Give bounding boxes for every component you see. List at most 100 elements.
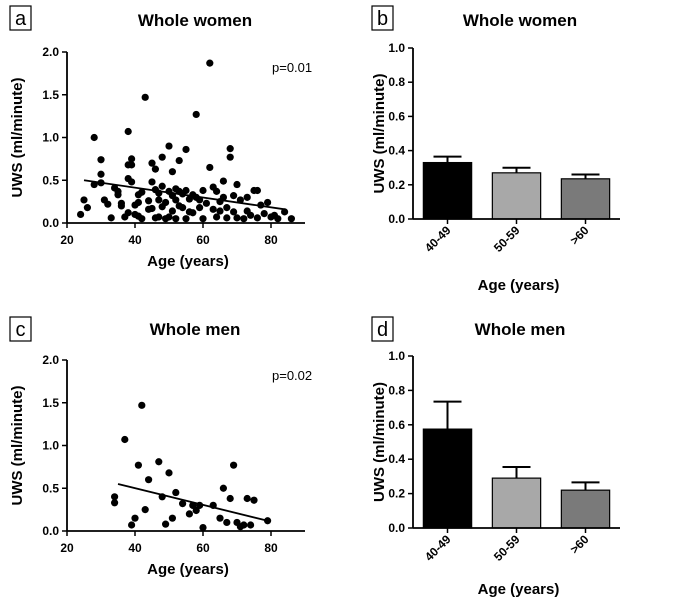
panel-label-box: [371, 5, 394, 31]
data-point: [83, 204, 91, 212]
data-point: [175, 156, 183, 165]
y-tick-label: 2.0: [42, 353, 59, 367]
data-point: [155, 458, 163, 466]
y-tick-label: 1.0: [42, 439, 59, 453]
y-axis-label: UWS (ml/minute): [9, 78, 26, 198]
panel-label-box: [371, 316, 394, 342]
data-point: [148, 178, 156, 186]
data-point: [226, 145, 234, 153]
data-point: [226, 494, 234, 503]
data-point: [230, 192, 238, 200]
data-point: [179, 204, 187, 212]
trend-line: [117, 483, 268, 522]
data-point: [216, 207, 224, 215]
bar-50-59: [491, 477, 542, 529]
y-tick-label: 0.5: [42, 173, 59, 187]
data-point: [155, 196, 163, 204]
data-point: [90, 133, 98, 142]
data-point: [165, 142, 173, 150]
data-point: [107, 214, 115, 222]
data-point: [172, 488, 180, 497]
x-tick-label: 80: [264, 233, 278, 247]
data-point: [250, 496, 258, 504]
data-point: [145, 476, 153, 484]
data-point: [219, 193, 227, 201]
data-point: [155, 213, 163, 221]
bar-50-59: [491, 172, 542, 220]
data-point: [185, 510, 193, 518]
data-point: [213, 213, 221, 221]
x-tick-label: 20: [60, 233, 74, 247]
y-tick-label: 0.6: [388, 418, 405, 432]
data-point: [141, 93, 149, 101]
y-tick-label: 0.5: [42, 481, 59, 495]
y-tick-label: 0.8: [388, 383, 405, 397]
data-point: [131, 514, 139, 522]
data-point: [287, 215, 295, 223]
data-point: [158, 182, 166, 190]
data-point: [158, 153, 166, 161]
data-point: [196, 204, 204, 212]
y-tick-label: 1.0: [42, 131, 59, 145]
x-tick-label: 40-49: [422, 532, 454, 564]
y-tick-label: 0.4: [388, 452, 405, 466]
y-tick-label: 0.4: [388, 144, 405, 158]
data-point: [162, 520, 170, 528]
y-tick-label: 1.0: [388, 41, 405, 55]
data-point: [281, 208, 289, 216]
data-point: [111, 493, 119, 501]
y-tick-label: 0.8: [388, 75, 405, 89]
p-value-annotation: p=0.01: [272, 60, 312, 75]
chart-title: Whole men: [150, 320, 241, 339]
bar-40-49: [422, 428, 473, 529]
data-point: [182, 145, 190, 154]
panel-label-box: [9, 5, 32, 31]
bar-40-49: [422, 161, 473, 220]
data-point: [134, 461, 142, 469]
data-point: [77, 210, 85, 219]
y-axis-label: UWS (ml/minute): [371, 74, 388, 194]
y-tick-label: 1.0: [388, 349, 405, 363]
data-point: [206, 59, 214, 67]
p-value-annotation: p=0.02: [272, 368, 312, 383]
y-axis-label: UWS (ml/minute): [371, 382, 388, 502]
data-point: [145, 197, 153, 205]
y-tick-label: 0.0: [42, 216, 59, 230]
data-point: [233, 214, 241, 222]
y-tick-label: 0.2: [388, 178, 405, 192]
panel-label: c: [16, 319, 26, 341]
data-point: [168, 168, 176, 176]
x-tick-label: 50-59: [491, 532, 523, 564]
data-point: [97, 156, 105, 164]
data-point: [199, 523, 207, 532]
data-point: [230, 208, 238, 216]
data-point: [165, 213, 173, 221]
data-point: [253, 214, 261, 222]
data-point: [114, 191, 122, 199]
panel-label: a: [15, 8, 27, 30]
data-point: [216, 514, 224, 522]
data-point: [199, 186, 207, 195]
data-point: [240, 521, 248, 529]
data-point: [128, 161, 136, 169]
x-tick-label: 60: [196, 541, 210, 555]
data-point: [138, 215, 146, 223]
data-point: [240, 215, 248, 223]
x-axis-label: Age (years): [478, 581, 560, 597]
data-point: [213, 187, 221, 195]
data-point: [124, 127, 132, 136]
data-point: [179, 500, 187, 508]
x-tick-label: 40: [128, 541, 142, 555]
data-point: [233, 180, 241, 189]
bar->60: [560, 178, 611, 220]
data-point: [128, 155, 136, 163]
data-point: [264, 198, 272, 207]
data-point: [236, 196, 244, 204]
y-axis-label: UWS (ml/minute): [9, 386, 26, 506]
y-tick-label: 1.5: [42, 396, 59, 410]
chart-title: Whole women: [463, 11, 577, 30]
data-point: [182, 215, 190, 223]
x-tick-label: 80: [264, 541, 278, 555]
data-point: [247, 521, 255, 529]
y-tick-label: 1.5: [42, 88, 59, 102]
